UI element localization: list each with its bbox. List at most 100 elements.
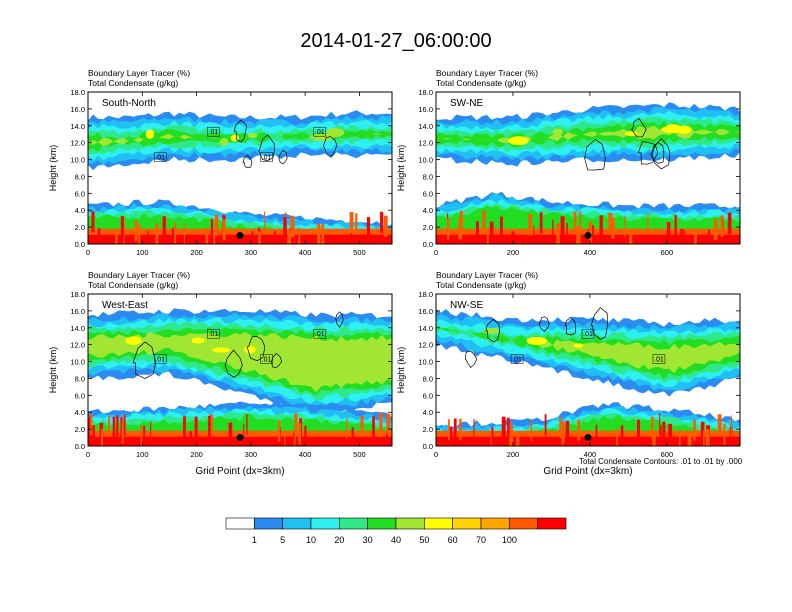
y-tick-label: 14.0 xyxy=(70,122,85,131)
tracer-plume xyxy=(349,212,354,234)
tracer-plume xyxy=(210,218,214,240)
panel-title-line: Boundary Layer Tracer (%) xyxy=(436,68,538,78)
contour-label-box xyxy=(153,354,167,364)
y-tick-label: 14.0 xyxy=(70,324,85,333)
panel-title-line: Boundary Layer Tracer (%) xyxy=(88,270,190,280)
tracer-plume xyxy=(530,419,533,442)
tracer-plume xyxy=(140,424,143,446)
tracer-plume xyxy=(214,214,219,236)
x-tick-label: 200 xyxy=(507,450,520,459)
condensate-contour xyxy=(242,154,253,169)
y-tick-label: 2.0 xyxy=(423,425,433,434)
tracer-plume xyxy=(120,417,123,439)
tracer-plume xyxy=(552,219,554,241)
tracer-plume xyxy=(150,421,152,443)
tracer-plume xyxy=(723,423,726,445)
colorbar-swatch xyxy=(509,517,538,530)
tracer-plume xyxy=(482,210,486,232)
contour-label: .01 xyxy=(654,357,664,364)
x-tick-label: 400 xyxy=(299,248,312,257)
tracer-plume xyxy=(209,414,213,436)
contour-label: .01 xyxy=(155,357,165,364)
panel-west-east: .01 .01 .01 .01 0.0 2.0 4.0 6.0 8.0 10.0 12.0 14.0 1… xyxy=(48,270,393,477)
y-axis-label: Height (km) xyxy=(396,145,406,192)
condensate-contour xyxy=(651,138,671,170)
x-tick-label: 0 xyxy=(86,248,90,257)
y-tick-label: 10.0 xyxy=(70,156,85,165)
tracer-core xyxy=(508,136,529,146)
plot-frame xyxy=(87,91,393,245)
tracer-plume xyxy=(683,230,686,244)
tracer-plume xyxy=(123,414,126,436)
tracer-core xyxy=(145,129,155,140)
panel-label: NW-SE xyxy=(450,300,483,311)
x-tick-label: 0 xyxy=(434,450,438,459)
tracer-plume xyxy=(662,421,666,443)
tracer-plume xyxy=(385,431,389,446)
tracer-core xyxy=(526,336,548,345)
tracer-core xyxy=(677,125,692,134)
tracer-plume xyxy=(380,211,384,233)
tracer-plume xyxy=(147,231,150,244)
tracer-plume xyxy=(611,217,615,239)
condensate-contour xyxy=(485,318,501,343)
colorbar-label: 50 xyxy=(419,535,429,545)
x-tick-label: 400 xyxy=(584,248,597,257)
colorbar-label: 1 xyxy=(252,535,257,545)
tracer-plume xyxy=(284,432,286,446)
y-tick-label: 2.0 xyxy=(423,223,433,232)
y-tick-label: 0.0 xyxy=(423,240,433,249)
y-tick-label: 8.0 xyxy=(75,374,85,383)
y-tick-label: 14.0 xyxy=(418,122,433,131)
tracer-plume xyxy=(528,214,533,236)
tracer-plume xyxy=(366,217,371,239)
tracer-plume xyxy=(511,231,515,244)
tracer-core xyxy=(157,339,174,346)
tracer-plume xyxy=(355,213,358,235)
tracer-plume xyxy=(108,415,110,437)
tracer-core xyxy=(552,128,564,136)
tracer-core xyxy=(219,138,229,146)
panel-title-line: Total Condensate (g/kg) xyxy=(436,280,526,290)
x-tick-label: 0 xyxy=(434,248,438,257)
tracer-plume xyxy=(290,215,294,237)
tracer-plume xyxy=(298,423,302,445)
y-tick-label: 8.0 xyxy=(75,172,85,181)
tracer-plume xyxy=(134,220,138,242)
tracer-plume xyxy=(666,222,671,244)
tracer-plume xyxy=(287,230,292,244)
tracer-plume xyxy=(544,414,547,436)
tracer-plume xyxy=(112,416,116,438)
tracer-plume xyxy=(573,211,577,233)
colorbar-swatch xyxy=(480,517,510,530)
tracer-plume xyxy=(121,422,124,444)
y-tick-label: 8.0 xyxy=(423,374,433,383)
contour-label: .01 xyxy=(315,129,325,136)
tracer-plume xyxy=(138,223,141,244)
x-tick-label: 0 xyxy=(86,450,90,459)
contour-label-box xyxy=(260,354,273,364)
location-marker xyxy=(584,434,592,442)
tracer-plume xyxy=(449,426,453,446)
condensate-contour xyxy=(322,136,338,157)
contour-label: .01 xyxy=(315,331,325,338)
tracer-plume xyxy=(298,228,301,244)
tracer-plume xyxy=(205,228,209,244)
tracer-plume xyxy=(595,424,598,446)
plot-area xyxy=(436,294,740,446)
upper-cloud-band-level-6 xyxy=(436,125,740,144)
tracer-plume xyxy=(694,230,697,244)
colorbar: 1 5 10 20 30 40 50 60 70 100 xyxy=(225,517,567,545)
tracer-plume xyxy=(588,221,593,243)
y-tick-label: 16.0 xyxy=(70,307,85,316)
plot-frame xyxy=(435,293,741,447)
tracer-plume xyxy=(703,430,705,446)
tracer-plume xyxy=(678,429,681,446)
tracer-plume xyxy=(459,418,462,440)
y-tick-label: 10.0 xyxy=(418,156,433,165)
tracer-core xyxy=(125,336,142,345)
contour-label-box xyxy=(510,354,524,364)
tracer-plume xyxy=(599,215,603,237)
tracer-plume xyxy=(577,419,580,441)
condensate-contour xyxy=(564,316,577,336)
